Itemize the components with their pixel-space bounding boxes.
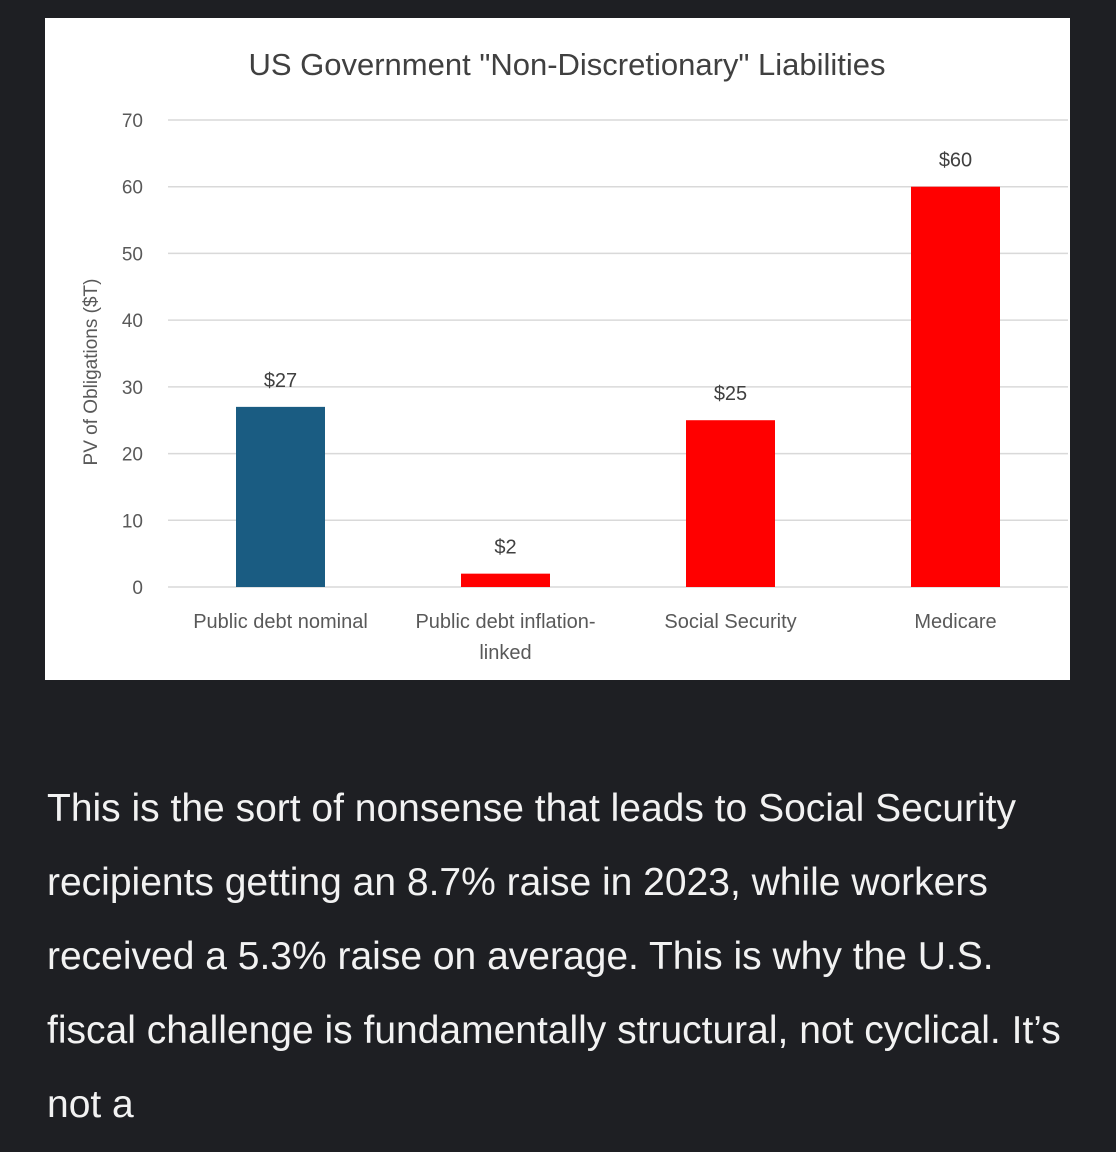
y-tick-label: 50 (122, 244, 143, 265)
y-tick-label: 20 (122, 445, 143, 466)
bar-0 (236, 406, 325, 587)
x-tick-label: Social Security (664, 611, 796, 633)
data-label: $2 (494, 537, 516, 559)
x-tick-label: Medicare (914, 611, 996, 633)
chart-title: US Government "Non-Discretionary" Liabil… (248, 47, 885, 82)
bar-3 (911, 186, 1000, 587)
chart-card: US Government "Non-Discretionary" Liabil… (45, 18, 1070, 680)
bar-chart: US Government "Non-Discretionary" Liabil… (81, 47, 1068, 664)
y-tick-label: 40 (122, 311, 143, 332)
bar-2 (686, 420, 775, 587)
y-tick-label: 70 (122, 111, 143, 132)
x-tick-label: Public debt inflation- (415, 611, 595, 633)
bar-1 (461, 573, 550, 587)
data-label: $27 (264, 370, 297, 392)
y-tick-label: 10 (122, 511, 143, 532)
y-tick-label: 60 (122, 178, 143, 199)
y-axis-label: PV of Obligations ($T) (81, 279, 102, 466)
x-tick-label: Public debt nominal (193, 611, 368, 633)
data-label: $25 (714, 383, 747, 405)
y-tick-label: 30 (122, 378, 143, 399)
y-tick-label: 0 (132, 578, 143, 599)
x-tick-label: linked (479, 642, 531, 664)
post-body-text: This is the sort of nonsense that leads … (47, 787, 1061, 1126)
data-label: $60 (939, 150, 972, 172)
